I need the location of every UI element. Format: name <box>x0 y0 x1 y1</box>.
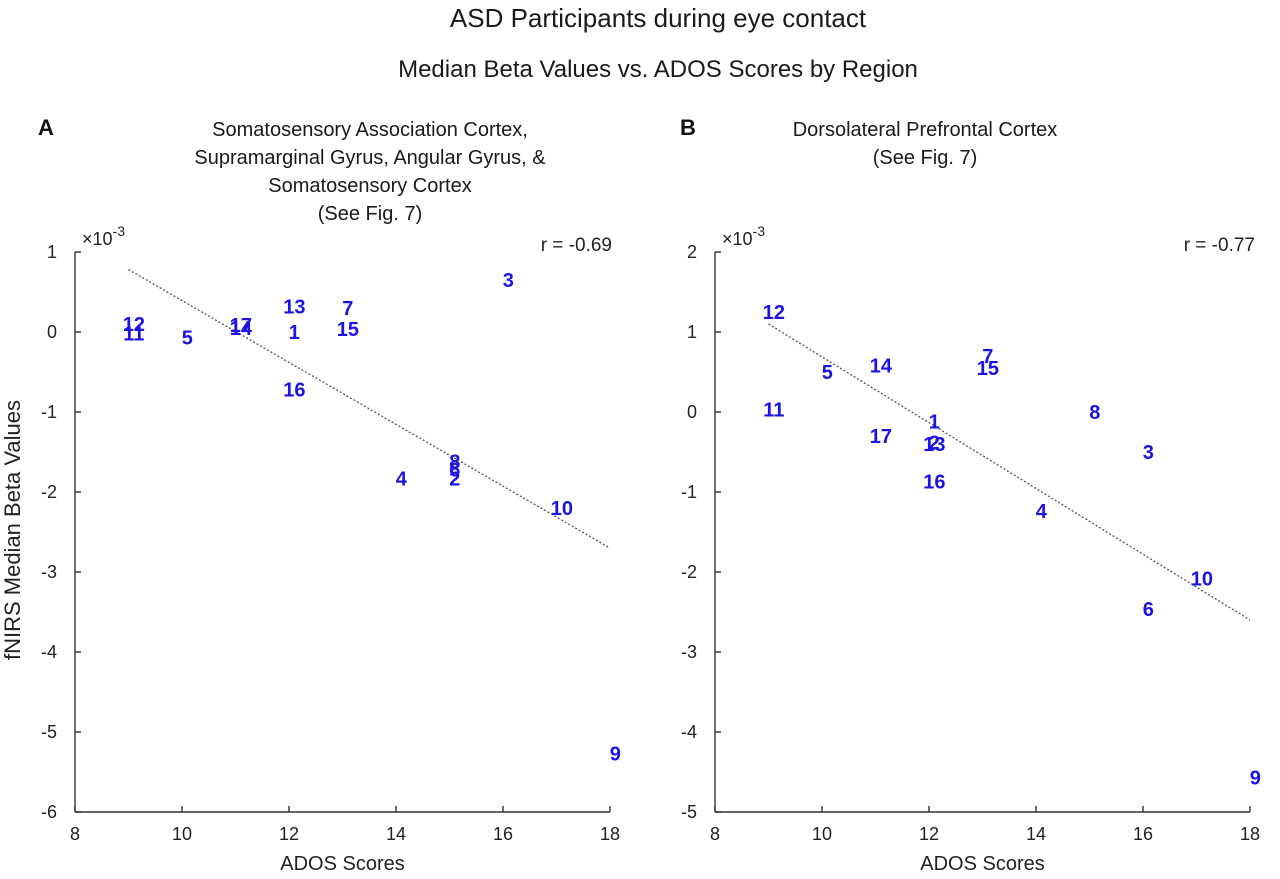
y-multiplier-exponent: -3 <box>753 223 766 239</box>
data-point-15: 15 <box>977 358 999 380</box>
correlation-label: r = -0.69 <box>541 235 612 256</box>
x-tick-label: 14 <box>386 824 406 844</box>
y-tick-label: -2 <box>681 562 697 582</box>
x-tick-label: 16 <box>493 824 513 844</box>
data-point-1: 1 <box>929 412 940 434</box>
panel-title-line: Dorsolateral Prefrontal Cortex <box>793 119 1058 141</box>
data-point-13: 13 <box>923 434 945 456</box>
data-point-9: 9 <box>610 744 621 766</box>
panel-b: B Dorsolateral Prefrontal Cortex (See Fig.… <box>680 115 1261 875</box>
data-point-4: 4 <box>1036 501 1048 523</box>
data-point-12: 12 <box>763 302 785 324</box>
x-tick-label: 10 <box>172 824 192 844</box>
panel-letter: B <box>680 115 696 140</box>
data-point-6: 6 <box>1143 599 1154 621</box>
data-point-8: 8 <box>1089 402 1100 424</box>
data-point-11: 11 <box>763 400 784 422</box>
data-point-11: 11 <box>123 324 144 346</box>
panel-a: A Somatosensory Association Cortex, Supram… <box>38 115 621 875</box>
y-tick-label: -2 <box>41 482 57 502</box>
data-point-6: 6 <box>449 460 460 482</box>
fit-line <box>128 269 611 549</box>
y-axis-label: fNIRS Median Beta Values <box>0 400 25 660</box>
figure-title: ASD Participants during eye contact <box>450 3 867 33</box>
y-tick-label: -4 <box>41 642 57 662</box>
y-tick-label: -1 <box>41 402 57 422</box>
data-point-10: 10 <box>551 498 573 520</box>
y-tick-label: 2 <box>687 242 697 262</box>
panels: A Somatosensory Association Cortex, Supram… <box>38 115 1261 875</box>
figure-subtitle: Median Beta Values vs. ADOS Scores by Re… <box>398 56 918 83</box>
panel-title-line: Supramarginal Gyrus, Angular Gyrus, & <box>194 147 546 169</box>
panel-title-line: (See Fig. 7) <box>873 147 977 169</box>
panel-letter: A <box>38 115 54 140</box>
data-point-3: 3 <box>1143 442 1154 464</box>
fit-line <box>768 323 1251 621</box>
x-tick-label: 18 <box>1240 824 1260 844</box>
x-tick-label: 8 <box>70 824 80 844</box>
panel-title-line: (See Fig. 7) <box>318 203 422 225</box>
data-point-5: 5 <box>182 328 193 350</box>
data-point-17: 17 <box>230 315 252 337</box>
y-tick-label: -6 <box>41 802 57 822</box>
data-point-10: 10 <box>1191 568 1213 590</box>
x-axis-label: ADOS Scores <box>280 853 404 875</box>
correlation-label: r = -0.77 <box>1184 235 1255 256</box>
data-point-7: 7 <box>982 346 993 368</box>
x-tick-label: 8 <box>710 824 720 844</box>
data-point-17: 17 <box>870 426 892 448</box>
data-point-1: 1 <box>289 322 300 344</box>
data-point-16: 16 <box>283 380 305 402</box>
x-tick-label: 16 <box>1133 824 1153 844</box>
y-tick-label: -1 <box>681 482 697 502</box>
data-point-2: 2 <box>449 468 460 490</box>
y-multiplier-base: ×10 <box>722 229 753 249</box>
y-tick-label: -4 <box>681 722 697 742</box>
data-point-7: 7 <box>342 298 353 320</box>
x-tick-label: 12 <box>919 824 939 844</box>
data-point-3: 3 <box>503 270 514 292</box>
y-multiplier-exponent: -3 <box>113 223 126 239</box>
data-point-16: 16 <box>923 472 945 494</box>
y-tick-label: -3 <box>41 562 57 582</box>
panel-title-line: Somatosensory Association Cortex, <box>212 119 528 141</box>
data-point-8: 8 <box>449 452 460 474</box>
data-point-13: 13 <box>283 296 305 318</box>
panel-title-line: Somatosensory Cortex <box>268 175 471 197</box>
data-point-4: 4 <box>396 468 408 490</box>
data-point-15: 15 <box>337 319 359 341</box>
data-point-5: 5 <box>822 362 833 384</box>
y-tick-label: -5 <box>681 802 697 822</box>
x-axis-label: ADOS Scores <box>920 853 1044 875</box>
data-point-14: 14 <box>870 356 893 378</box>
y-multiplier: ×10-3 <box>722 223 765 249</box>
y-multiplier: ×10-3 <box>82 223 125 249</box>
y-tick-label: -5 <box>41 722 57 742</box>
x-tick-label: 10 <box>812 824 832 844</box>
data-point-2: 2 <box>929 432 940 454</box>
y-tick-label: 0 <box>47 322 57 342</box>
data-point-12: 12 <box>123 314 145 336</box>
data-point-14: 14 <box>230 318 253 340</box>
y-tick-label: 1 <box>47 242 57 262</box>
x-tick-label: 12 <box>279 824 299 844</box>
y-tick-label: 1 <box>687 322 697 342</box>
y-tick-label: -3 <box>681 642 697 662</box>
x-tick-label: 18 <box>600 824 620 844</box>
y-tick-label: 0 <box>687 402 697 422</box>
y-multiplier-base: ×10 <box>82 229 113 249</box>
x-tick-label: 14 <box>1026 824 1046 844</box>
data-point-9: 9 <box>1250 768 1261 790</box>
